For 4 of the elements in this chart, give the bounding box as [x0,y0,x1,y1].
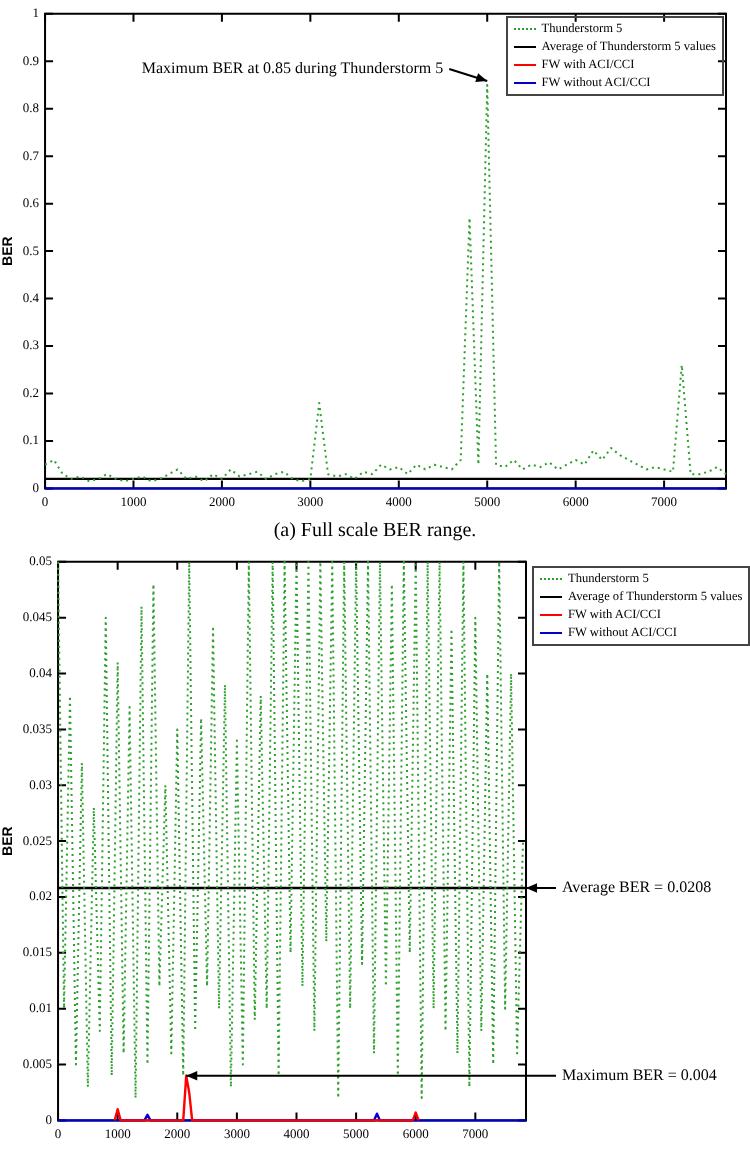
text: (a) Full scale BER range. [271,518,479,546]
annotation: Average BER = 0.0208 [562,878,712,897]
annotation: Maximum BER at 0.85 during Thunderstorm 5 [141,59,444,78]
annotation: Maximum BER = 0.004 [562,1065,717,1084]
